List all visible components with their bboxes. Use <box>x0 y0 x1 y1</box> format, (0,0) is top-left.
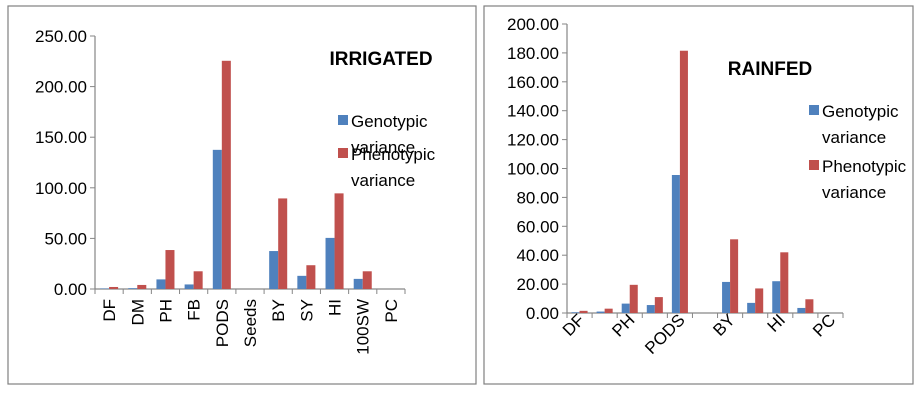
bar-phenotypic-cat7 <box>755 288 764 313</box>
y-tick-label: 140.00 <box>507 102 559 121</box>
x-tick-label: SY <box>297 299 316 322</box>
bar-phenotypic-by <box>730 239 739 313</box>
x-tick-label: HI <box>326 299 345 316</box>
bar-genotypic-100sw <box>353 278 363 289</box>
bar-phenotypic-cat1 <box>604 308 613 313</box>
y-tick-label: 200.00 <box>507 15 559 34</box>
legend-entry: Phenotypic variance <box>822 157 907 202</box>
bar-phenotypic-100sw <box>362 271 372 289</box>
x-tick-label: Seeds <box>241 299 260 347</box>
legend-swatch <box>809 105 819 115</box>
y-tick-label: 0.00 <box>54 280 87 299</box>
bar-genotypic-cat1 <box>596 311 605 313</box>
bar-genotypic-sy <box>297 275 307 289</box>
bar-genotypic-df <box>100 288 110 289</box>
bar-phenotypic-pods <box>679 50 688 314</box>
y-tick-label: 100.00 <box>35 179 87 198</box>
bar-phenotypic-hi <box>780 252 789 313</box>
bar-phenotypic-ph <box>629 284 638 313</box>
bar-genotypic-fb <box>184 284 194 289</box>
bar-genotypic-cat9 <box>797 307 806 313</box>
bar-phenotypic-ph <box>165 250 175 289</box>
y-tick-label: 20.00 <box>516 275 559 294</box>
bar-genotypic-ph <box>621 303 630 313</box>
x-tick-label: PH <box>156 299 175 323</box>
bar-genotypic-df <box>571 312 580 313</box>
y-tick-label: 180.00 <box>507 44 559 63</box>
y-tick-label: 160.00 <box>507 73 559 92</box>
bar-phenotypic-dm <box>137 284 147 289</box>
x-tick-label: DM <box>128 299 147 325</box>
y-tick-label: 50.00 <box>44 229 87 248</box>
legend-entry: Genotypic variance <box>822 102 899 147</box>
bar-phenotypic-cat3 <box>654 297 663 313</box>
y-tick-label: 60.00 <box>516 217 559 236</box>
x-tick-label: FB <box>185 299 204 321</box>
x-tick-label: BY <box>269 299 288 322</box>
y-tick-label: 120.00 <box>507 131 559 150</box>
bar-phenotypic-pods <box>221 60 231 289</box>
x-tick-label: 100SW <box>354 299 373 355</box>
bar-phenotypic-sy <box>306 265 316 289</box>
bar-genotypic-cat7 <box>747 302 756 313</box>
bar-genotypic-pods <box>212 149 222 289</box>
x-tick-label: PC <box>382 299 401 323</box>
x-tick-label: DF <box>100 299 119 322</box>
legend-swatch <box>338 148 348 158</box>
y-tick-label: 150.00 <box>35 128 87 147</box>
legend-swatch <box>338 115 348 125</box>
chart-1: 0.00 50.00 100.00 150.00 200.00 250.00 DF DM PH F… <box>7 5 477 385</box>
bar-phenotypic-by <box>278 198 288 289</box>
chart-title: RAINFED <box>728 59 812 80</box>
bar-genotypic-hi <box>325 237 335 289</box>
bar-genotypic-by <box>269 251 279 289</box>
chart-panel-border <box>483 5 914 385</box>
bar-genotypic-hi <box>772 281 781 313</box>
chart-title: IRRIGATED <box>329 49 432 70</box>
bar-phenotypic-hi <box>334 193 344 289</box>
y-tick-label: 100.00 <box>507 160 559 179</box>
y-tick-label: 40.00 <box>516 246 559 265</box>
x-tick-label: PODS <box>213 299 232 347</box>
bar-genotypic-ph <box>156 279 166 289</box>
chart-2: 0.00 20.00 40.00 60.00 80.00 100.00 120.00 140.… <box>483 5 914 385</box>
chart-panel-border <box>7 5 477 385</box>
bar-phenotypic-df <box>109 286 119 289</box>
bar-genotypic-dm <box>128 288 138 289</box>
bar-phenotypic-cat9 <box>805 299 814 313</box>
y-tick-label: 200.00 <box>35 78 87 97</box>
bar-phenotypic-df <box>579 310 588 313</box>
y-tick-label: 0.00 <box>526 304 559 323</box>
bar-genotypic-pods <box>671 175 680 313</box>
y-tick-label: 80.00 <box>516 188 559 207</box>
bar-genotypic-cat3 <box>646 305 655 313</box>
legend-entry: Genotypic variance <box>351 112 428 157</box>
y-tick-label: 250.00 <box>35 27 87 46</box>
legend-swatch <box>809 160 819 170</box>
legend-entry: Phenotypic variance <box>351 145 436 190</box>
bar-genotypic-by <box>722 281 731 313</box>
bar-phenotypic-fb <box>193 271 203 289</box>
